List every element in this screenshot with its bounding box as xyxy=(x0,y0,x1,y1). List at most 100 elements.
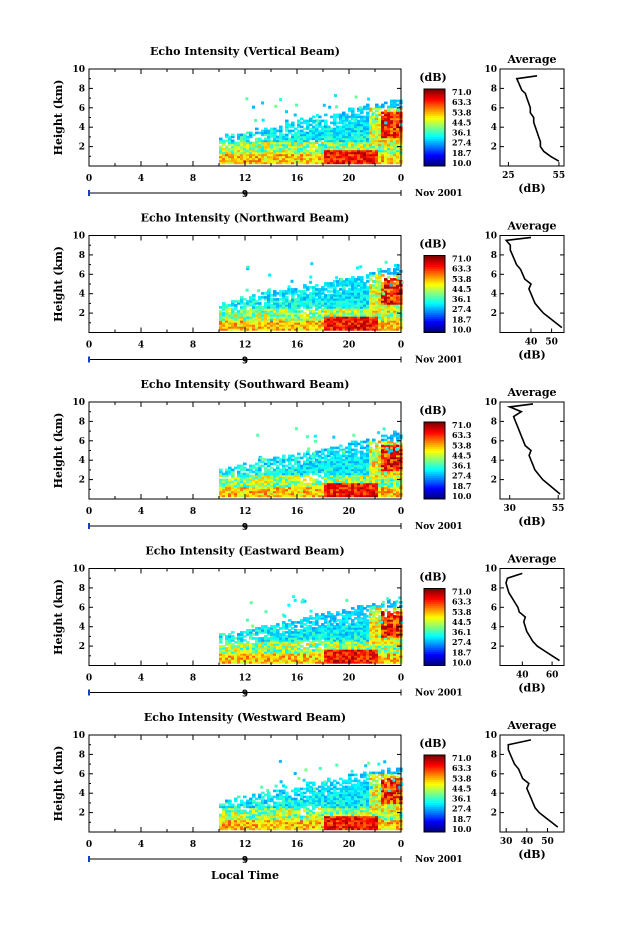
x-axis-label: Local Time xyxy=(211,869,279,882)
colorbar-label: 10.0 xyxy=(452,824,472,834)
profile-x-label: (dB) xyxy=(518,682,545,695)
x-tick-label: 12 xyxy=(239,674,252,684)
colorbar-band xyxy=(424,259,445,262)
x-tick-label: 0 xyxy=(86,840,92,850)
colorbar-band xyxy=(424,276,445,280)
panel-title: Echo Intensity (Vertical Beam) xyxy=(150,45,340,58)
profile-x-label: (dB) xyxy=(518,848,545,861)
colorbar-band xyxy=(424,594,445,597)
colorbar-band xyxy=(424,596,445,599)
colorbar-band xyxy=(424,265,445,268)
colorbar-band xyxy=(424,288,445,291)
profile-y-tick-label: 6 xyxy=(491,104,497,114)
colorbar-band xyxy=(424,495,445,498)
colorbar-band xyxy=(424,481,445,485)
colorbar-band xyxy=(424,96,445,100)
colorbar-band xyxy=(424,146,445,150)
colorbar-band xyxy=(424,776,445,779)
colorbar-label: 27.4 xyxy=(452,804,472,814)
colorbar-band xyxy=(424,603,445,607)
profile-y-tick-label: 8 xyxy=(491,750,497,760)
colorbar-band xyxy=(424,301,445,305)
colorbar-band xyxy=(424,812,445,816)
profile-line xyxy=(505,572,560,662)
colorbar-band xyxy=(424,158,445,161)
profile-line xyxy=(507,739,559,828)
colorbar-band xyxy=(424,121,445,125)
colorbar-band xyxy=(424,309,445,312)
x-tick-label: 16 xyxy=(291,174,304,184)
colorbar-band xyxy=(424,598,445,601)
colorbar-band xyxy=(424,619,445,622)
colorbar-band xyxy=(424,632,445,636)
profile-y-tick-label: 6 xyxy=(491,603,497,613)
colorbar-band xyxy=(424,108,445,111)
colorbar-band xyxy=(424,133,445,136)
colorbar-band xyxy=(424,760,445,764)
colorbar-label: 36.1 xyxy=(452,627,471,637)
x-tick-label: 16 xyxy=(291,840,304,850)
colorbar-band xyxy=(424,772,445,775)
colorbar-band xyxy=(424,272,445,276)
colorbar-band xyxy=(424,322,445,326)
colorbar-band xyxy=(424,129,445,132)
colorbar-frame xyxy=(423,588,446,666)
panel-1: Echo Intensity (Vertical Beam) Height (km… xyxy=(52,45,565,200)
colorbar-band xyxy=(424,437,445,440)
colorbar-label: 53.8 xyxy=(452,440,472,450)
day-label: 9 xyxy=(242,523,248,533)
profile-line xyxy=(504,236,563,329)
colorbar-band xyxy=(424,755,445,758)
colorbar-band xyxy=(424,783,445,787)
colorbar-band xyxy=(424,479,445,483)
colorbar-band xyxy=(424,646,445,649)
panel-5: Echo Intensity (Westward Beam) Height (km… xyxy=(52,711,565,866)
profile-y-tick-label: 6 xyxy=(491,270,497,280)
profile-x-label: (dB) xyxy=(518,182,545,195)
colorbar-band xyxy=(424,156,445,159)
profile-frame xyxy=(499,235,565,333)
profile-frame xyxy=(499,68,565,167)
heatmap-field xyxy=(219,595,404,664)
x-tick-label: 16 xyxy=(291,341,304,351)
colorbar-band xyxy=(424,810,445,814)
x-tick-label: 8 xyxy=(190,840,196,850)
colorbar-band xyxy=(424,255,445,258)
colorbar-label: 63.3 xyxy=(452,264,472,274)
colorbar: 71.063.353.844.536.127.418.710.0 xyxy=(423,254,472,335)
profile-x-tick-label: 40 xyxy=(521,837,534,847)
colorbar-band xyxy=(424,764,445,768)
colorbar-band xyxy=(424,799,445,802)
colorbar-band xyxy=(424,758,445,762)
x-tick-label: 8 xyxy=(190,341,196,351)
profile-frame xyxy=(499,401,565,500)
colorbar-label: 53.8 xyxy=(452,274,472,284)
colorbar-band xyxy=(424,110,445,113)
y-tick-label: 2 xyxy=(79,476,85,486)
profile-y-tick-label: 2 xyxy=(491,642,497,652)
panel-title: Echo Intensity (Eastward Beam) xyxy=(145,545,344,558)
colorbar-band xyxy=(424,592,445,595)
profile-y-tick-label: 4 xyxy=(491,456,497,466)
profile-y-tick-label: 2 xyxy=(491,476,497,486)
x-tick-label: 0 xyxy=(86,341,92,351)
profile-x-label: (dB) xyxy=(518,515,545,528)
colorbar-label: 44.5 xyxy=(452,783,471,793)
colorbar: 71.063.353.844.536.127.418.710.0 xyxy=(423,587,472,668)
y-tick-label: 10 xyxy=(72,232,85,242)
x-tick-label: 12 xyxy=(239,840,252,850)
colorbar-band xyxy=(424,326,445,330)
colorbar-band xyxy=(424,162,445,165)
colorbar-label: 10.0 xyxy=(452,158,472,168)
profile-x-tick-label: 55 xyxy=(552,504,565,514)
y-tick-label: 10 xyxy=(72,565,85,575)
colorbar-band xyxy=(424,454,445,458)
y-axis-label: Height (km) xyxy=(52,246,65,322)
colorbar-band xyxy=(424,464,445,467)
colorbar-band xyxy=(424,286,445,289)
y-tick-label: 2 xyxy=(79,309,85,319)
colorbar-band xyxy=(424,443,445,446)
profile-y-tick-label: 8 xyxy=(491,584,497,594)
colorbar-band xyxy=(424,270,445,274)
colorbar-band xyxy=(424,425,445,429)
